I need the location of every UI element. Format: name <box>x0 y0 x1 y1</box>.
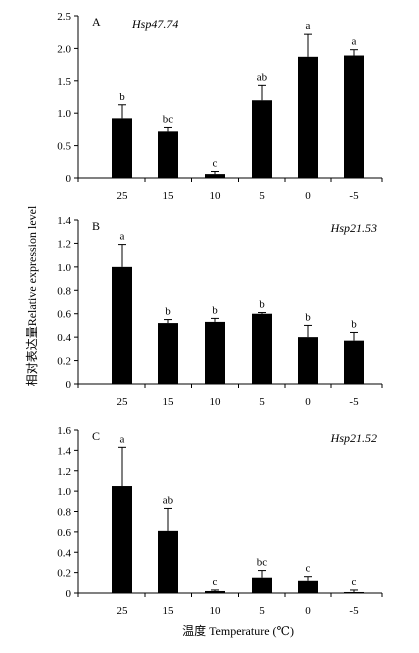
y-tick-label: 1.5 <box>57 76 71 88</box>
x-tick-label: 10 <box>210 396 222 408</box>
y-tick-label: 2.0 <box>57 43 71 55</box>
y-tick-label: 0.8 <box>57 507 71 519</box>
x-tick-label: 10 <box>210 605 222 617</box>
y-tick-label: 1.4 <box>57 215 71 227</box>
y-tick-label: 0.5 <box>57 141 71 153</box>
y-tick-label: 0.4 <box>57 547 71 559</box>
x-tick-label: 25 <box>117 190 129 202</box>
y-axis-title: 相对表达量Relative expression level <box>25 205 39 386</box>
panel-letter: B <box>92 219 100 233</box>
bar <box>252 577 272 593</box>
bar <box>252 100 272 178</box>
significance-letter: b <box>259 299 265 311</box>
panel-c: 0 0.2 0.4 0.6 0.8 1.0 1.2 1.4 1.6 C Hsp21.52 a 25 ab 1… <box>57 425 383 617</box>
y-tick-label: 0.2 <box>57 568 71 580</box>
y-tick-label: 0.6 <box>57 527 71 539</box>
gene-name: Hsp21.53 <box>330 221 377 235</box>
significance-letter: c <box>306 563 311 575</box>
bar <box>205 590 225 593</box>
y-tick-label: 1.2 <box>57 466 71 478</box>
bar <box>158 323 178 384</box>
panel-a: 0 0.5 1.0 1.5 2.0 2.5 A Hsp47.74 b 25 bc 15 c 10 ab 5 a 0… <box>57 11 383 202</box>
x-axis-title: 温度 Temperature (℃) <box>182 623 294 638</box>
significance-letter: c <box>352 576 357 588</box>
bar <box>158 530 178 593</box>
bar <box>112 118 132 178</box>
x-tick-label: -5 <box>349 396 359 408</box>
x-tick-label: 25 <box>117 605 129 617</box>
panel-letter: A <box>92 15 101 29</box>
bar <box>252 313 272 384</box>
x-tick-label: 25 <box>117 396 129 408</box>
y-tick-label: 1.4 <box>57 445 71 457</box>
x-tick-label: 15 <box>163 396 175 408</box>
panel-b: 0 0.2 0.4 0.6 0.8 1.0 1.2 1.4 B Hsp21.53 a 25 b 15 b 10… <box>57 215 383 408</box>
y-tick-label: 2.5 <box>57 11 71 23</box>
significance-letter: c <box>213 158 218 170</box>
bar <box>112 486 132 593</box>
significance-letter: a <box>352 36 357 48</box>
bar <box>205 321 225 384</box>
significance-letter: a <box>306 20 311 32</box>
significance-letter: ab <box>163 494 174 506</box>
bar <box>344 591 364 593</box>
y-tick-label: 0.6 <box>57 309 71 321</box>
significance-letter: b <box>119 91 125 103</box>
y-tick-label: 1.0 <box>57 262 71 274</box>
chart-panels: 00.51.01.52.02.5 A Hsp47.74b25bc15c10ab5a0… <box>57 11 383 617</box>
bar <box>298 337 318 384</box>
significance-letter: a <box>120 231 125 243</box>
y-tick-label: 0 <box>66 379 72 391</box>
y-tick-label: 0.2 <box>57 356 71 368</box>
significance-letter: a <box>120 433 125 445</box>
x-tick-label: -5 <box>349 190 359 202</box>
x-tick-label: 10 <box>210 190 222 202</box>
y-tick-label: 0 <box>66 173 72 185</box>
x-tick-label: 15 <box>163 190 175 202</box>
y-tick-label: 0.4 <box>57 332 71 344</box>
x-tick-label: 15 <box>163 605 175 617</box>
bar <box>298 580 318 593</box>
y-tick-label: 0.8 <box>57 285 71 297</box>
significance-letter: bc <box>163 113 174 125</box>
bar <box>344 340 364 384</box>
x-tick-label: 0 <box>305 605 311 617</box>
significance-letter: b <box>305 311 311 323</box>
x-tick-label: -5 <box>349 605 359 617</box>
significance-letter: ab <box>257 71 268 83</box>
x-tick-label: 5 <box>259 605 265 617</box>
significance-letter: b <box>165 306 171 318</box>
bar <box>298 56 318 178</box>
y-tick-label: 1.2 <box>57 238 71 250</box>
significance-letter: b <box>351 318 357 330</box>
significance-letter: c <box>213 576 218 588</box>
x-tick-label: 5 <box>259 396 265 408</box>
x-tick-label: 0 <box>305 190 311 202</box>
x-tick-label: 5 <box>259 190 265 202</box>
y-tick-label: 1.0 <box>57 486 71 498</box>
significance-letter: bc <box>257 557 268 569</box>
bar <box>112 266 132 384</box>
gene-name: Hsp21.52 <box>330 431 377 445</box>
bar <box>205 174 225 178</box>
y-tick-label: 1.6 <box>57 425 71 437</box>
panel-letter: C <box>92 429 100 443</box>
significance-letter: b <box>212 304 218 316</box>
bar <box>344 55 364 178</box>
x-tick-label: 0 <box>305 396 311 408</box>
y-tick-label: 0 <box>66 588 72 600</box>
y-tick-label: 1.0 <box>57 108 71 120</box>
gene-name: Hsp47.74 <box>131 17 178 31</box>
bar <box>158 131 178 178</box>
